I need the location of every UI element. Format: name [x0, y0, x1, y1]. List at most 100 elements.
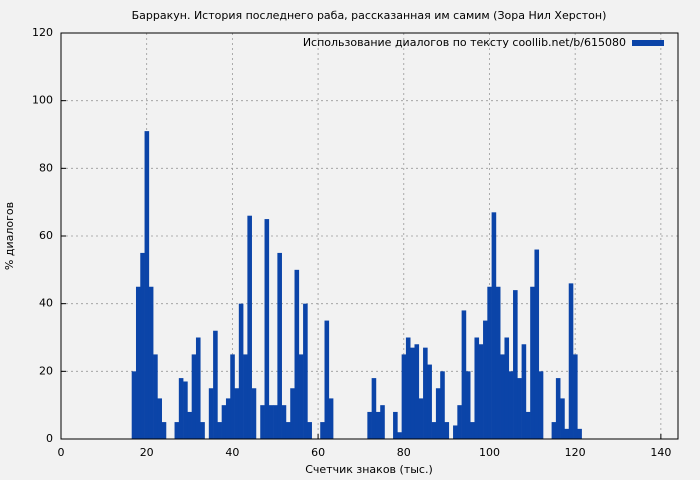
x-tick-label: 100	[479, 446, 500, 459]
bar	[264, 219, 270, 439]
bar	[401, 354, 407, 439]
plot-border	[60, 32, 679, 440]
bar	[491, 212, 497, 439]
bar	[577, 428, 582, 439]
bar	[573, 354, 578, 439]
bar	[135, 286, 141, 439]
bar	[397, 432, 402, 439]
bar	[393, 411, 398, 439]
bar	[525, 411, 531, 439]
bar	[568, 283, 574, 439]
bar	[495, 286, 501, 439]
bar	[298, 354, 304, 439]
bar	[200, 422, 205, 439]
bar	[560, 398, 565, 439]
bar	[320, 422, 325, 439]
bar	[191, 354, 197, 439]
y-tick-label: 40	[39, 297, 53, 310]
bar	[427, 364, 432, 439]
bar	[405, 337, 411, 439]
bar	[148, 286, 154, 439]
bar	[238, 303, 244, 439]
bar	[504, 337, 510, 439]
x-tick-label: 80	[397, 446, 411, 459]
bar	[418, 398, 424, 439]
chart-title: Барракун. История последнего раба, расск…	[132, 9, 607, 22]
legend-label: Использование диалогов по тексту coollib…	[303, 36, 626, 49]
bar	[375, 411, 381, 439]
bar	[435, 388, 441, 439]
bar	[153, 354, 158, 439]
bar	[380, 405, 385, 439]
bar	[221, 405, 227, 439]
bar	[431, 422, 437, 439]
y-tick-label: 120	[32, 26, 53, 39]
bar	[410, 347, 415, 439]
bar	[161, 422, 167, 439]
bar	[367, 411, 372, 439]
bar	[247, 215, 252, 439]
bar	[483, 320, 488, 439]
bar	[414, 344, 420, 439]
x-axis-label: Счетчик знаков (тыс.)	[305, 463, 433, 476]
x-tick-label: 120	[565, 446, 586, 459]
bar	[195, 337, 201, 439]
bar	[225, 398, 231, 439]
bar	[230, 354, 235, 439]
bar	[213, 330, 218, 439]
bar	[260, 405, 265, 439]
bar	[564, 428, 570, 439]
bar	[303, 303, 308, 439]
bar	[234, 388, 240, 439]
bar	[294, 269, 300, 439]
bar	[444, 422, 450, 439]
bar	[157, 398, 162, 439]
bar	[277, 252, 282, 439]
y-tick-label: 60	[39, 229, 53, 242]
bar	[140, 252, 145, 439]
y-tick-label: 80	[39, 161, 53, 174]
bar	[174, 422, 180, 439]
bar	[457, 405, 462, 439]
bar	[534, 249, 540, 439]
bar	[273, 405, 278, 439]
bar	[465, 371, 471, 439]
bar	[521, 344, 527, 439]
bar	[268, 405, 274, 439]
bar	[470, 422, 475, 439]
bar	[478, 344, 484, 439]
bar	[328, 398, 334, 439]
x-tick-label: 0	[58, 446, 65, 459]
bar	[530, 286, 535, 439]
legend-swatch	[632, 40, 664, 46]
x-tick-label: 20	[140, 446, 154, 459]
bar	[508, 371, 514, 439]
bar	[538, 371, 544, 439]
x-tick-label: 140	[650, 446, 671, 459]
bar	[243, 354, 248, 439]
bar	[251, 388, 257, 439]
bar	[555, 378, 561, 439]
bar	[513, 290, 518, 439]
bar	[453, 425, 458, 439]
bar	[307, 422, 312, 439]
bar	[187, 411, 192, 439]
bar	[183, 381, 188, 439]
bar	[131, 371, 137, 439]
bar	[500, 354, 505, 439]
bar	[281, 405, 287, 439]
bar	[324, 320, 330, 439]
bar	[178, 378, 184, 439]
bar	[290, 388, 295, 439]
y-tick-label: 20	[39, 364, 53, 377]
bar	[423, 347, 428, 439]
bar	[551, 422, 557, 439]
bar	[208, 388, 214, 439]
y-axis-label: % диалогов	[3, 202, 16, 270]
bar	[371, 378, 377, 439]
bar	[144, 131, 150, 439]
bar	[487, 286, 492, 439]
bar	[517, 378, 522, 439]
y-tick-label: 0	[46, 432, 53, 445]
